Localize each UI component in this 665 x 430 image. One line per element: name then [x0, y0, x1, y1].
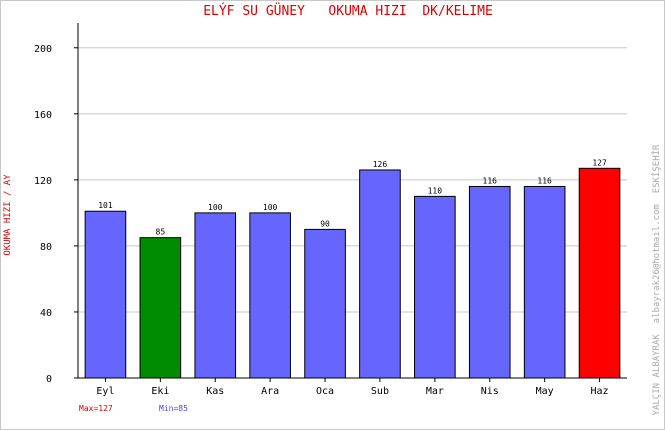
data-label: 100 — [263, 203, 278, 212]
x-tick-label: Haz — [591, 386, 609, 397]
min-label: Min=85 — [159, 404, 188, 413]
y-tick-label: 200 — [34, 44, 52, 55]
x-tick-label: Eki — [151, 386, 169, 397]
side-credit: YALÇIN ALBAYRAK albayrak26@hotmail.com E… — [651, 144, 662, 416]
bar-oca — [304, 228, 346, 379]
bar-eyl — [84, 210, 127, 379]
bar-sub — [359, 169, 401, 379]
x-tick-label: Ara — [261, 386, 279, 397]
data-label: 85 — [156, 228, 166, 237]
x-axis-ticks: Eyl Eki Kas Ara Oca Sub Mar Nis May Haz — [96, 378, 609, 397]
bar-ara — [249, 212, 291, 379]
data-label: 127 — [592, 158, 607, 167]
y-tick-label: 120 — [34, 176, 52, 187]
y-tick-label: 0 — [46, 374, 52, 385]
bars: 101 85 100 100 90 126 110 116 116 127 — [84, 158, 621, 379]
data-label: 101 — [98, 201, 113, 210]
y-axis-ticks: 0 40 80 120 160 200 — [34, 44, 78, 385]
data-label: 100 — [208, 203, 223, 212]
y-tick-label: 40 — [40, 308, 52, 319]
y-axis-label: OKUMA HIZI / AY — [3, 174, 13, 256]
bar-eki — [139, 237, 182, 379]
x-tick-label: Kas — [206, 386, 224, 397]
max-label: Max=127 — [79, 404, 113, 413]
data-label: 110 — [428, 186, 443, 195]
bar-nis — [468, 185, 511, 379]
bar-may — [523, 185, 566, 379]
x-tick-label: Mar — [426, 386, 444, 397]
bar-kas — [194, 212, 237, 379]
data-label: 116 — [483, 176, 498, 185]
bar-haz — [578, 167, 621, 379]
x-tick-label: Nis — [481, 386, 499, 397]
data-label: 90 — [320, 219, 330, 228]
chart-title: ELÝF SU GÜNEY OKUMA HIZI DK/KELIME — [203, 2, 493, 19]
x-tick-label: May — [536, 386, 554, 397]
x-tick-label: Eyl — [96, 386, 114, 397]
bar-mar — [414, 195, 456, 379]
data-label: 126 — [373, 160, 388, 169]
x-tick-label: Sub — [371, 386, 389, 397]
y-tick-label: 160 — [34, 110, 52, 121]
y-tick-label: 80 — [40, 242, 52, 253]
x-tick-label: Oca — [316, 386, 334, 397]
data-label: 116 — [537, 176, 552, 185]
